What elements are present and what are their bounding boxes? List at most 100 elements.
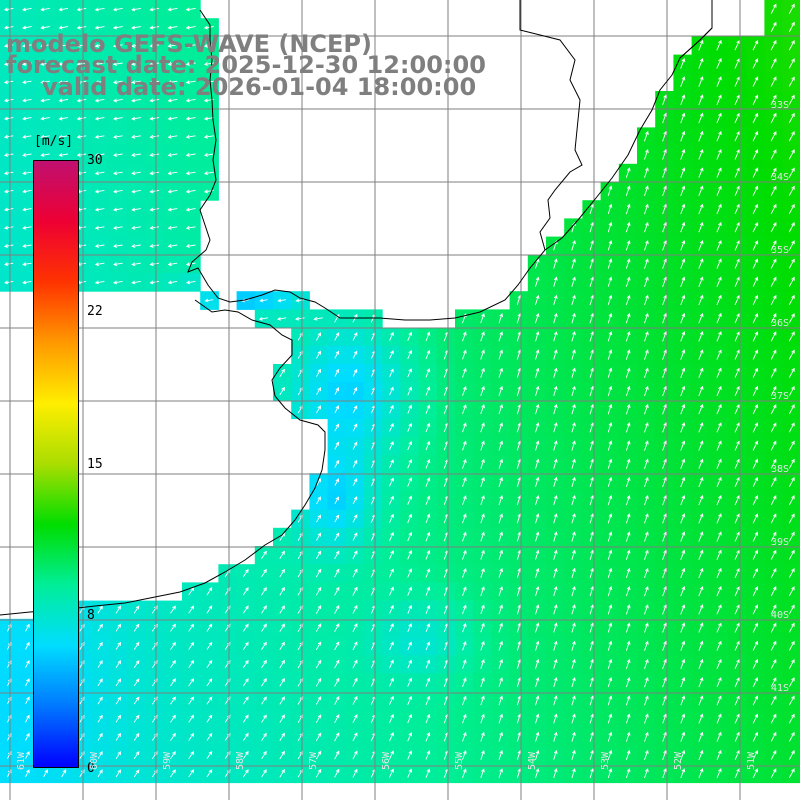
wind-arrow [788, 677, 795, 688]
wind-arrow [625, 367, 631, 378]
wind-arrow [315, 696, 322, 705]
wind-arrow [407, 531, 413, 542]
wind-arrow [698, 221, 704, 233]
wind-arrow [752, 713, 759, 724]
title-model: modelo GEFS-WAVE (NCEP) [6, 30, 372, 58]
wind-arrow [3, 189, 14, 194]
wind-arrow [25, 751, 30, 759]
wind-arrow [535, 385, 540, 397]
wind-arrow [498, 731, 503, 742]
wind-arrow [553, 713, 558, 724]
wind-arrow [716, 130, 722, 142]
wind-arrow [644, 713, 649, 724]
wind-arrow [97, 660, 103, 668]
wind-arrow [407, 659, 412, 669]
wind-arrow [188, 623, 195, 632]
wind-arrow [607, 367, 613, 378]
wind-arrow [680, 240, 686, 251]
wind-arrow [480, 531, 485, 542]
wind-arrow [752, 149, 759, 160]
wind-arrow [698, 713, 704, 724]
wind-arrow [498, 458, 504, 469]
wind-arrow [589, 677, 594, 688]
wind-arrow [571, 768, 576, 779]
wind-arrow [734, 203, 740, 215]
wind-arrow [115, 678, 121, 687]
longitude-label: 60W [89, 751, 100, 770]
wind-arrow [22, 244, 32, 248]
wind-arrow [315, 623, 322, 632]
wind-arrow [607, 349, 613, 360]
wind-arrow [698, 203, 704, 215]
wind-arrow [662, 695, 667, 706]
wind-arrow [698, 513, 704, 524]
wind-arrow [644, 531, 649, 542]
wind-arrow [644, 768, 649, 779]
wind-arrow [170, 714, 176, 723]
wind-arrow [625, 221, 631, 233]
title-valid-date: valid date: 2026-01-04 18:00:00 [42, 73, 477, 101]
wind-arrow [76, 116, 87, 121]
wind-arrow [607, 713, 613, 724]
wind-arrow [607, 458, 613, 469]
wind-arrow [680, 695, 686, 706]
wind-arrow [680, 731, 686, 742]
wind-arrow [589, 513, 595, 524]
wind-arrow [185, 116, 196, 121]
wind-arrow [206, 696, 213, 705]
wind-arrow [607, 440, 613, 451]
wind-arrow [680, 640, 686, 651]
wind-arrow [716, 167, 722, 178]
wind-arrow [788, 40, 795, 51]
wind-arrow [662, 476, 667, 488]
wind-arrow [133, 605, 140, 614]
wind-arrow [770, 185, 777, 196]
wind-arrow [94, 62, 105, 66]
wind-arrow [40, 153, 50, 157]
wind-arrow [752, 731, 759, 742]
wind-arrow [206, 641, 213, 650]
wind-arrow [188, 678, 195, 687]
wind-arrow [788, 276, 795, 287]
wind-arrow [643, 130, 649, 142]
wind-arrow [334, 604, 340, 614]
wind-arrow [425, 568, 431, 578]
wind-arrow [589, 312, 595, 324]
wind-arrow [334, 478, 339, 486]
wind-arrow [149, 280, 160, 285]
wind-arrow [22, 43, 32, 48]
wind-arrow [334, 496, 339, 505]
wind-arrow [752, 112, 759, 124]
wind-arrow [3, 25, 14, 30]
wind-arrow [206, 660, 213, 669]
wind-arrow [133, 769, 140, 778]
wind-arrow [589, 458, 595, 469]
wind-arrow [607, 185, 613, 197]
wind-arrow [625, 403, 631, 415]
wind-arrow [167, 25, 178, 30]
wind-arrow [625, 658, 631, 670]
wind-arrow [425, 440, 431, 451]
wind-arrow [788, 713, 795, 724]
wind-arrow [734, 768, 740, 779]
wind-arrow [115, 714, 121, 723]
wind-arrow [3, 80, 14, 85]
wind-arrow [752, 476, 759, 487]
wind-arrow [352, 732, 358, 742]
wind-arrow [149, 80, 160, 85]
wind-arrow [133, 696, 140, 705]
wind-arrow [716, 513, 722, 524]
wind-arrow [76, 43, 87, 48]
wind-arrow [149, 25, 160, 30]
wind-arrow [170, 678, 176, 687]
wind-arrow [206, 678, 213, 687]
wind-arrow [625, 440, 631, 451]
wind-arrow [625, 677, 631, 688]
wind-arrow [625, 567, 631, 579]
wind-arrow [625, 604, 631, 615]
wind-arrow [553, 458, 558, 469]
wind-arrow [203, 43, 214, 48]
wind-arrow [662, 676, 667, 688]
wind-arrow [480, 458, 485, 469]
wind-arrow [625, 531, 631, 542]
